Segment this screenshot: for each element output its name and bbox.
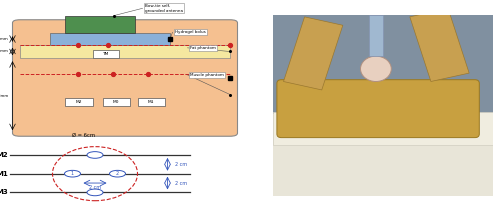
Text: Fat phantom: Fat phantom bbox=[190, 46, 216, 50]
Bar bbox=[65, 98, 92, 106]
Bar bbox=[272, 112, 492, 145]
Circle shape bbox=[87, 152, 103, 158]
Bar bbox=[272, 15, 492, 114]
Bar bbox=[138, 98, 165, 106]
Bar bbox=[410, 8, 469, 82]
Text: 10mm: 10mm bbox=[0, 37, 8, 41]
Text: M0: M0 bbox=[113, 100, 119, 104]
Bar bbox=[65, 16, 135, 33]
Text: 2 cm: 2 cm bbox=[175, 162, 187, 167]
Circle shape bbox=[360, 56, 392, 82]
Text: Bow-tie self-
grounded antenna: Bow-tie self- grounded antenna bbox=[145, 4, 183, 13]
Bar bbox=[272, 114, 492, 196]
Text: M2: M2 bbox=[76, 100, 82, 104]
Bar bbox=[92, 50, 118, 58]
Text: Muscle phantom: Muscle phantom bbox=[190, 73, 224, 77]
Bar bbox=[370, 15, 382, 56]
Circle shape bbox=[110, 170, 126, 177]
Text: 2: 2 bbox=[116, 171, 119, 176]
Bar bbox=[50, 33, 170, 45]
FancyBboxPatch shape bbox=[12, 20, 237, 136]
Text: M2: M2 bbox=[0, 152, 8, 158]
Text: M1: M1 bbox=[148, 100, 154, 104]
Text: 2 cm: 2 cm bbox=[175, 181, 187, 186]
Text: M1: M1 bbox=[0, 171, 8, 177]
Text: TM: TM bbox=[102, 52, 108, 56]
FancyBboxPatch shape bbox=[277, 80, 480, 138]
Text: 1: 1 bbox=[71, 171, 74, 176]
Text: Hydrogel bolus: Hydrogel bolus bbox=[175, 30, 206, 34]
Text: Ø = 6cm: Ø = 6cm bbox=[72, 133, 96, 138]
Bar bbox=[102, 98, 130, 106]
Circle shape bbox=[64, 170, 80, 177]
Bar bbox=[284, 17, 343, 90]
Text: 100mm: 100mm bbox=[0, 94, 9, 98]
Text: 2x5mm: 2x5mm bbox=[0, 50, 9, 53]
Circle shape bbox=[87, 189, 103, 196]
Text: 2 cm: 2 cm bbox=[89, 185, 101, 190]
Text: M3: M3 bbox=[0, 189, 8, 195]
Bar bbox=[20, 45, 230, 58]
